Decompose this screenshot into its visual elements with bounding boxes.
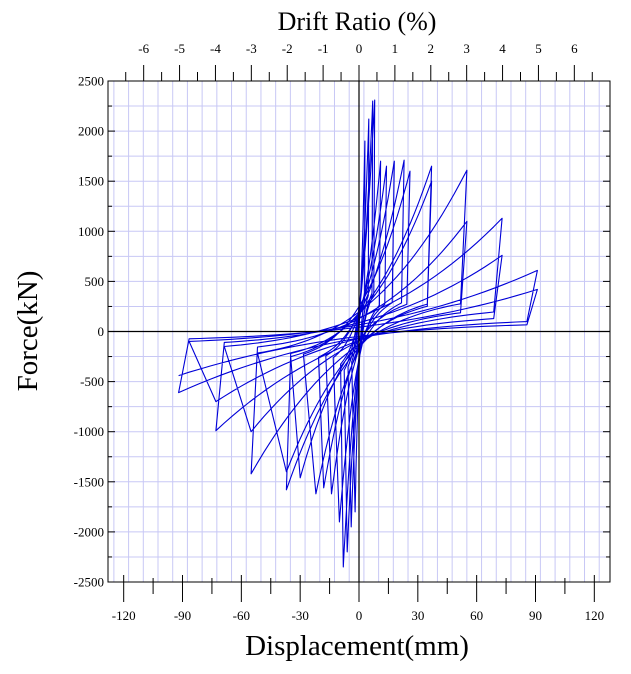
y-tick-label: -1500 bbox=[74, 474, 104, 489]
x-tick-label: -60 bbox=[233, 608, 250, 623]
x2-tick-label: -3 bbox=[246, 41, 257, 56]
zero-axes bbox=[108, 81, 610, 582]
x-tick-label: -30 bbox=[292, 608, 309, 623]
x2-tick-label: 4 bbox=[499, 41, 506, 56]
x-tick-label: 0 bbox=[356, 608, 363, 623]
x2-tick-label: 1 bbox=[392, 41, 399, 56]
hysteresis-series-line bbox=[178, 99, 538, 568]
tick-labels: -2500-2000-1500-1000-5000500100015002000… bbox=[74, 41, 604, 623]
y-tick-label: -500 bbox=[80, 374, 104, 389]
top-axis-title: Drift Ratio (%) bbox=[278, 7, 437, 36]
x-tick-label: 60 bbox=[470, 608, 483, 623]
x2-tick-label: -2 bbox=[282, 41, 293, 56]
y-axis-title: Force(kN) bbox=[12, 271, 44, 392]
x2-tick-label: 2 bbox=[428, 41, 435, 56]
x2-tick-label: 5 bbox=[535, 41, 542, 56]
x2-tick-label: -6 bbox=[138, 41, 149, 56]
y-tick-label: 1500 bbox=[78, 174, 104, 189]
y-tick-label: -2000 bbox=[74, 524, 104, 539]
x2-tick-label: -4 bbox=[210, 41, 221, 56]
y-tick-label: -1000 bbox=[74, 424, 104, 439]
axis-ticks bbox=[108, 65, 610, 602]
x-tick-label: 90 bbox=[529, 608, 542, 623]
x-tick-label: -90 bbox=[174, 608, 191, 623]
y-tick-label: 500 bbox=[85, 274, 105, 289]
x-axis-title: Displacement(mm) bbox=[245, 630, 469, 662]
y-tick-label: 1000 bbox=[78, 224, 104, 239]
x2-tick-label: -1 bbox=[318, 41, 329, 56]
x-tick-label: 30 bbox=[411, 608, 424, 623]
x2-tick-label: 3 bbox=[463, 41, 470, 56]
hysteresis-curves bbox=[178, 99, 538, 568]
x2-tick-label: -5 bbox=[174, 41, 185, 56]
x-tick-label: -120 bbox=[112, 608, 136, 623]
x-tick-label: 120 bbox=[585, 608, 605, 623]
y-tick-label: 2500 bbox=[78, 74, 104, 89]
y-tick-label: -2500 bbox=[74, 575, 104, 590]
x2-tick-label: 0 bbox=[356, 41, 363, 56]
y-tick-label: 0 bbox=[98, 324, 105, 339]
x2-tick-label: 6 bbox=[571, 41, 578, 56]
y-tick-label: 2000 bbox=[78, 124, 104, 139]
